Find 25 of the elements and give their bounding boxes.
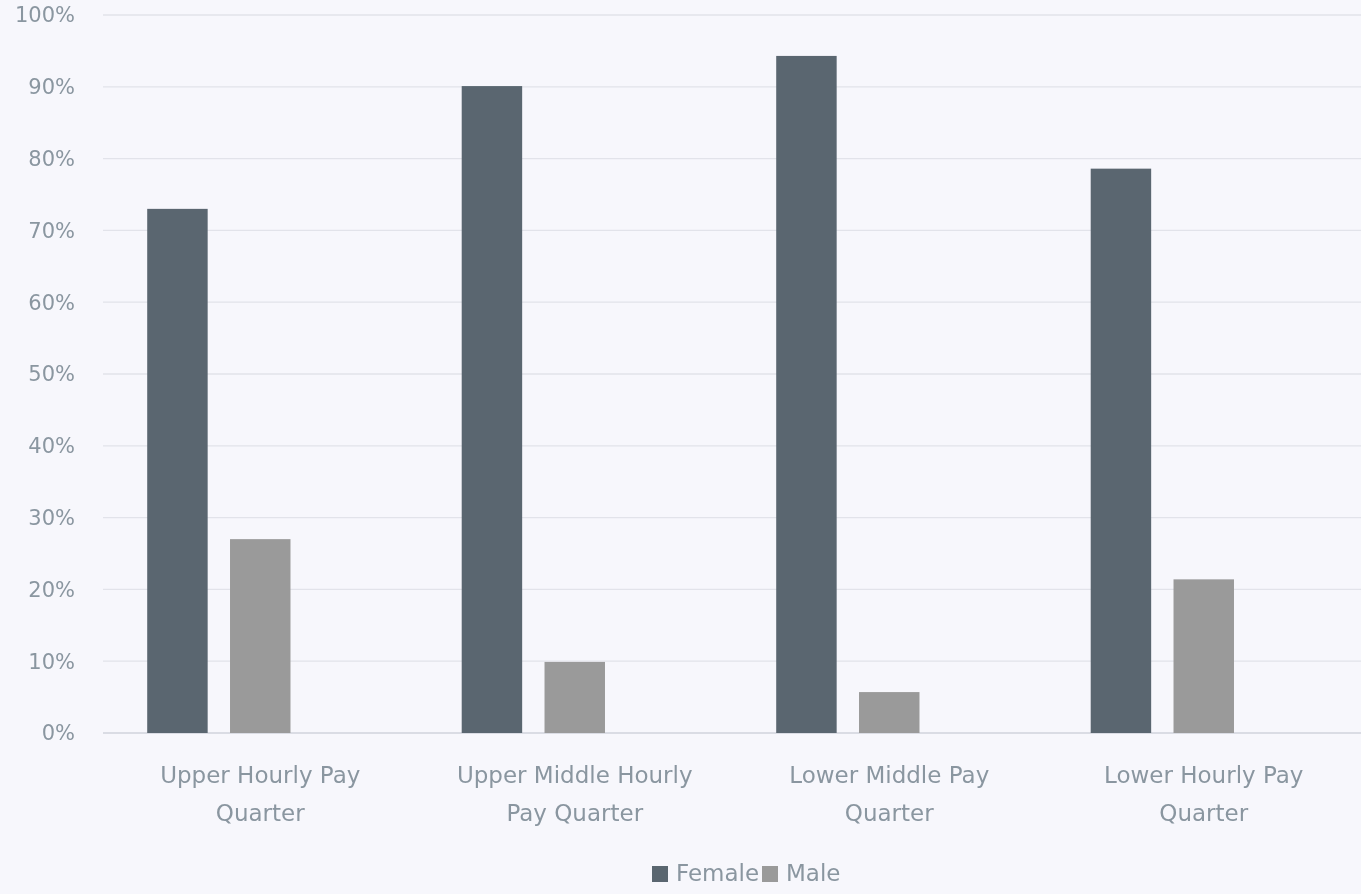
legend-label: Male [786, 860, 841, 887]
x-tick-label: Upper Hourly Pay Quarter [160, 762, 361, 826]
y-tick-label: 0% [41, 721, 75, 746]
bar [776, 55, 837, 733]
bar [544, 661, 605, 733]
y-tick-label: 10% [28, 649, 75, 674]
bar [1090, 168, 1152, 733]
legend-label: Female [676, 860, 760, 887]
bar [1173, 579, 1234, 733]
y-tick-label: 30% [28, 505, 75, 530]
bar [461, 86, 523, 733]
y-tick-label: 50% [28, 362, 75, 387]
y-tick-label: 40% [28, 434, 75, 459]
x-tick-label: Lower Middle Pay Quarter [789, 762, 990, 826]
x-tick-label: Upper Middle Hourly Pay Quarter [456, 762, 693, 826]
y-tick-label: 70% [28, 218, 75, 243]
bar [230, 539, 291, 733]
y-tick-label: 60% [28, 290, 75, 315]
bar [859, 692, 920, 733]
x-tick-label: Lower Hourly Pay Quarter [1104, 762, 1304, 826]
y-tick-label: 100% [14, 3, 75, 28]
y-tick-label: 20% [28, 577, 75, 602]
y-tick-label: 90% [28, 75, 75, 100]
bar [147, 208, 208, 733]
y-tick-label: 80% [28, 146, 75, 171]
